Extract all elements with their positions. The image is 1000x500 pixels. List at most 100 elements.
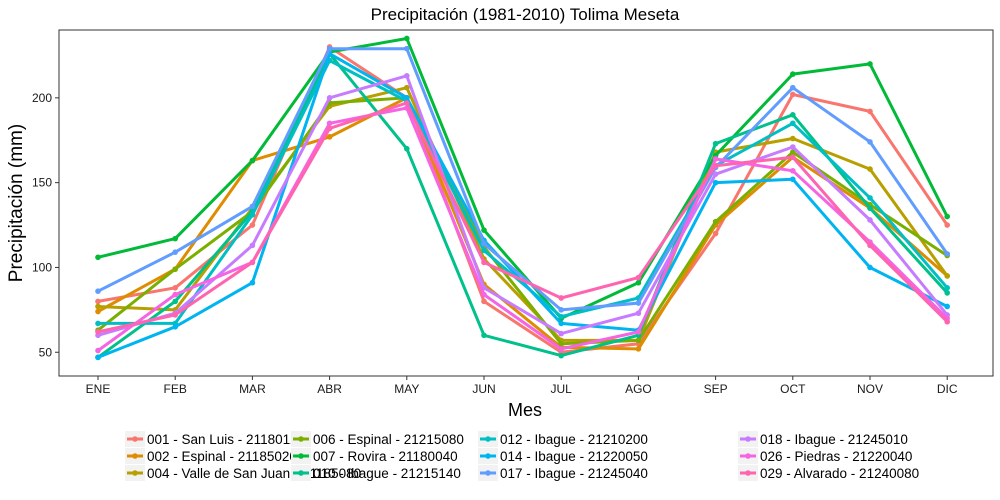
data-point [944, 251, 950, 257]
legend-key-point [298, 436, 304, 442]
legend-item: 002 - Espinal - 21185020 [125, 448, 297, 464]
legend-key-point [132, 436, 138, 442]
data-point [944, 290, 950, 296]
series-line [97, 74, 949, 337]
data-point [558, 346, 564, 352]
x-tick-label: JUN [472, 382, 495, 396]
data-point [558, 320, 564, 327]
data-point [95, 329, 101, 335]
legend-item: 012 - Ibague - 21210200 [478, 431, 648, 447]
x-tick-label: MAR [239, 382, 266, 396]
data-point [867, 61, 873, 67]
x-tick-label: NOV [857, 382, 883, 396]
data-point [944, 285, 950, 291]
series-layer [95, 35, 950, 361]
y-tick-label: 50 [39, 345, 53, 359]
data-point [172, 285, 178, 291]
data-point [481, 259, 487, 266]
data-point [944, 303, 950, 310]
data-point [867, 264, 873, 271]
data-point [95, 308, 101, 315]
x-tick-label: ABR [317, 382, 342, 396]
data-point [790, 176, 796, 183]
data-point [558, 352, 564, 359]
data-point [172, 324, 178, 330]
data-point [326, 45, 333, 52]
data-point [790, 135, 796, 142]
legend-item: 010 - Ibague - 21215140 [291, 465, 461, 481]
data-point [249, 222, 256, 228]
data-point [558, 307, 564, 313]
data-point [944, 213, 950, 220]
series-line [97, 96, 949, 351]
legend-label: 029 - Alvarado - 21240080 [760, 466, 919, 481]
chart-title: Precipitación (1981-2010) Tolima Meseta [371, 5, 680, 24]
x-axis: ENE FEB MAR ABR MAY JUN JUL AGO SEP OCT NOV DIC [86, 376, 958, 396]
data-point [867, 242, 873, 249]
data-point [404, 84, 410, 91]
data-point [558, 340, 564, 347]
legend-label: 007 - Rovira - 21180040 [313, 449, 458, 464]
legend-label: 001 - San Luis - 21180120 [147, 432, 305, 447]
data-point [404, 45, 410, 52]
data-point [326, 95, 333, 101]
legend-label: 018 - Ibague - 21245010 [760, 432, 908, 447]
legend-key-point [745, 453, 751, 459]
data-point [95, 303, 101, 310]
data-point [712, 171, 719, 177]
data-point [481, 291, 487, 298]
data-point [481, 332, 487, 339]
legend-key-point [298, 470, 304, 476]
data-point [558, 313, 564, 320]
legend-key-point [745, 470, 751, 476]
data-point [326, 120, 333, 127]
data-point [481, 247, 487, 254]
data-point [249, 259, 256, 266]
legend-label: 006 - Espinal - 21215080 [313, 432, 464, 447]
data-point [867, 217, 873, 223]
legend-key-point [132, 453, 138, 459]
data-point [712, 140, 719, 147]
data-point [249, 157, 256, 164]
data-point [944, 273, 950, 279]
data-point [326, 134, 333, 140]
data-point [712, 162, 719, 169]
data-point [867, 195, 873, 201]
data-point [867, 108, 873, 115]
x-tick-label: JUL [551, 382, 573, 396]
data-point [249, 279, 256, 286]
legend-key-point [485, 470, 491, 476]
data-point [790, 91, 796, 98]
data-point [172, 298, 178, 305]
data-point [172, 291, 178, 298]
y-axis: 50 100 150 200 [32, 91, 59, 359]
data-point [635, 329, 642, 335]
data-point [867, 139, 873, 145]
data-point [712, 230, 719, 237]
x-axis-title: Mes [508, 400, 542, 420]
x-tick-label: DIC [937, 382, 958, 396]
data-point [635, 346, 642, 352]
x-tick-label: FEB [164, 382, 187, 396]
x-tick-label: SEP [704, 382, 728, 396]
legend-key-point [298, 453, 304, 459]
data-point [635, 300, 642, 306]
legend-key-point [745, 436, 751, 442]
data-point [326, 125, 333, 132]
series-5 [95, 35, 950, 322]
data-point [790, 84, 796, 91]
data-point [481, 240, 487, 247]
data-point [95, 320, 101, 327]
data-point [404, 95, 410, 101]
data-point [790, 154, 796, 161]
data-point [712, 218, 719, 225]
legend-item: 018 - Ibague - 21245010 [738, 431, 908, 447]
series-9 [95, 45, 950, 313]
data-point [790, 144, 796, 150]
data-point [95, 354, 101, 361]
data-point [635, 274, 642, 281]
data-point [404, 145, 410, 152]
legend-label: 026 - Piedras - 21220040 [760, 449, 912, 464]
data-point [404, 72, 410, 79]
